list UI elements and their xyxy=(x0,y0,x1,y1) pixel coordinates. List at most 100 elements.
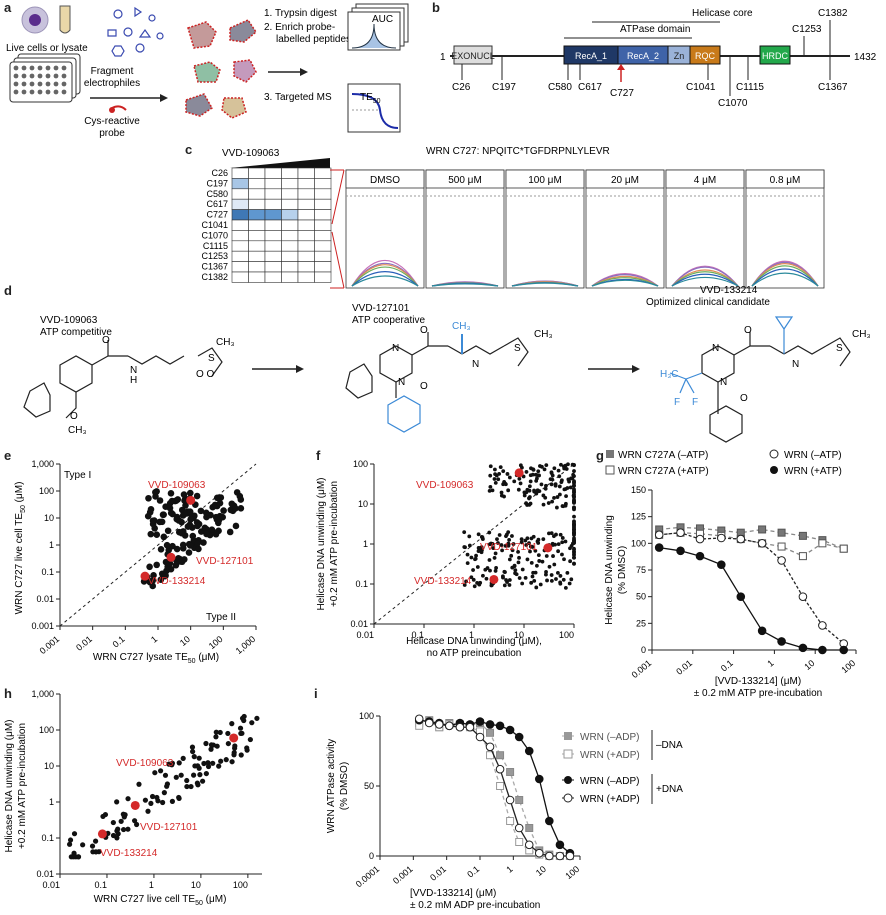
scatter-point xyxy=(506,488,511,493)
scatter-point xyxy=(181,497,188,504)
heatmap-row-label: C1253 xyxy=(201,251,228,261)
scatter-point xyxy=(160,799,166,806)
scatter-point xyxy=(499,543,504,547)
scatter-point xyxy=(169,760,175,766)
heatmap-cell xyxy=(297,261,315,273)
auc-label: AUC xyxy=(372,14,393,25)
d-c2-ch3b: CH₃ xyxy=(534,329,553,340)
scatter-point xyxy=(512,564,517,569)
scatter-point xyxy=(151,525,158,532)
data-point xyxy=(736,592,746,601)
identity-line xyxy=(373,463,575,625)
scatter-point xyxy=(195,545,202,553)
scatter-point xyxy=(479,545,484,550)
scatter-point xyxy=(89,843,96,849)
scatter-point xyxy=(548,477,553,482)
heatmap-cell xyxy=(248,250,266,262)
te50-label: TE50 xyxy=(360,92,381,105)
data-point xyxy=(777,528,786,537)
panel-d-label: d xyxy=(4,283,12,298)
scatter-point xyxy=(572,506,576,511)
scatter-point xyxy=(499,493,504,498)
series-line xyxy=(659,546,844,651)
legend-marker xyxy=(769,449,779,459)
chromatogram-trace xyxy=(671,266,739,287)
d-c2-o: O xyxy=(420,325,428,336)
heatmap-cell xyxy=(248,271,266,283)
scatter-point xyxy=(572,555,576,560)
y-tick-label: 150 xyxy=(631,485,646,495)
y-tick-label: 1,000 xyxy=(31,689,54,699)
scatter-point xyxy=(145,494,152,502)
helicase-core-label: Helicase core xyxy=(692,8,753,19)
chromatogram-box xyxy=(745,169,825,289)
ann-vvd-109063: VVD-109063 xyxy=(116,758,174,769)
heatmap-cell xyxy=(297,198,315,210)
scatter-point xyxy=(149,517,157,525)
d-c3-f2: F xyxy=(692,397,698,408)
heatmap-cell xyxy=(314,188,332,200)
scatter-point xyxy=(149,582,157,590)
scatter-point xyxy=(562,466,567,471)
panel-h-label: h xyxy=(4,686,12,701)
d-c1-o: O xyxy=(102,335,110,346)
scatter-point xyxy=(561,504,566,509)
heatmap-cell xyxy=(231,209,249,221)
x-axis-label-1: [VVD-133214] (μM) xyxy=(410,888,496,899)
chromatogram-trace xyxy=(671,271,739,287)
panel-b-label: b xyxy=(432,0,440,15)
data-point xyxy=(465,722,475,732)
scatter-point xyxy=(152,488,159,496)
c-peptide: WRN C727: NPQITC*TGFDRPNLYLEVR xyxy=(426,146,610,157)
x-tick-label: 1 xyxy=(149,634,159,645)
series-line xyxy=(419,719,571,854)
plate-well xyxy=(29,89,35,95)
scatter-point xyxy=(537,473,541,478)
heatmap-cell xyxy=(281,178,299,190)
plate-well xyxy=(37,73,43,79)
heatmap-cell xyxy=(231,198,249,210)
x-tick-label: 0.1 xyxy=(111,634,127,650)
d-structure-1 xyxy=(23,340,223,419)
heatmap-cell xyxy=(281,271,299,283)
scatter-point xyxy=(225,740,231,747)
heatmap-row-label: C1382 xyxy=(201,272,228,282)
scatter-point xyxy=(472,584,477,589)
heatmap-cell xyxy=(231,167,249,179)
scatter-point xyxy=(232,522,240,530)
chromatogram-condition: 500 μM xyxy=(448,175,482,186)
highlight-point xyxy=(130,800,140,810)
scatter-point xyxy=(572,514,576,519)
scatter-point xyxy=(186,542,194,549)
x-tick-label: 0.01 xyxy=(428,864,448,883)
plate-well xyxy=(29,65,35,71)
domain-hrdc-label: HRDC xyxy=(762,51,788,61)
scatter-point xyxy=(490,488,495,493)
series-line xyxy=(659,532,844,557)
data-point xyxy=(455,722,465,732)
scatter-point xyxy=(551,554,555,558)
scatter-point xyxy=(525,487,530,492)
x-tick-label: 10 xyxy=(191,880,201,890)
data-point xyxy=(414,714,424,724)
scatter-point xyxy=(228,500,236,508)
scatter-point xyxy=(531,570,536,575)
plate-well xyxy=(13,73,19,79)
cys-c727: C727 xyxy=(610,88,634,99)
chromatogram-header xyxy=(665,169,745,189)
x-tick-label: 100 xyxy=(559,630,574,640)
legend-label: WRN C727A (–ATP) xyxy=(618,450,708,461)
x-axis-label-2: no ATP preincubation xyxy=(427,648,522,659)
scatter-point xyxy=(467,534,472,539)
x-tick-label: 10 xyxy=(514,630,524,640)
y-tick-label: 0.01 xyxy=(36,594,54,604)
scatter-point xyxy=(191,772,197,778)
scatter-point xyxy=(66,841,73,847)
chromatogram-box xyxy=(345,169,425,289)
scatter-point xyxy=(493,467,497,472)
scatter-point xyxy=(196,755,202,761)
scatter-point xyxy=(70,854,77,860)
d-c3-nh: N xyxy=(792,359,799,370)
scatter-point xyxy=(178,772,184,778)
heatmap-cell xyxy=(314,261,332,273)
